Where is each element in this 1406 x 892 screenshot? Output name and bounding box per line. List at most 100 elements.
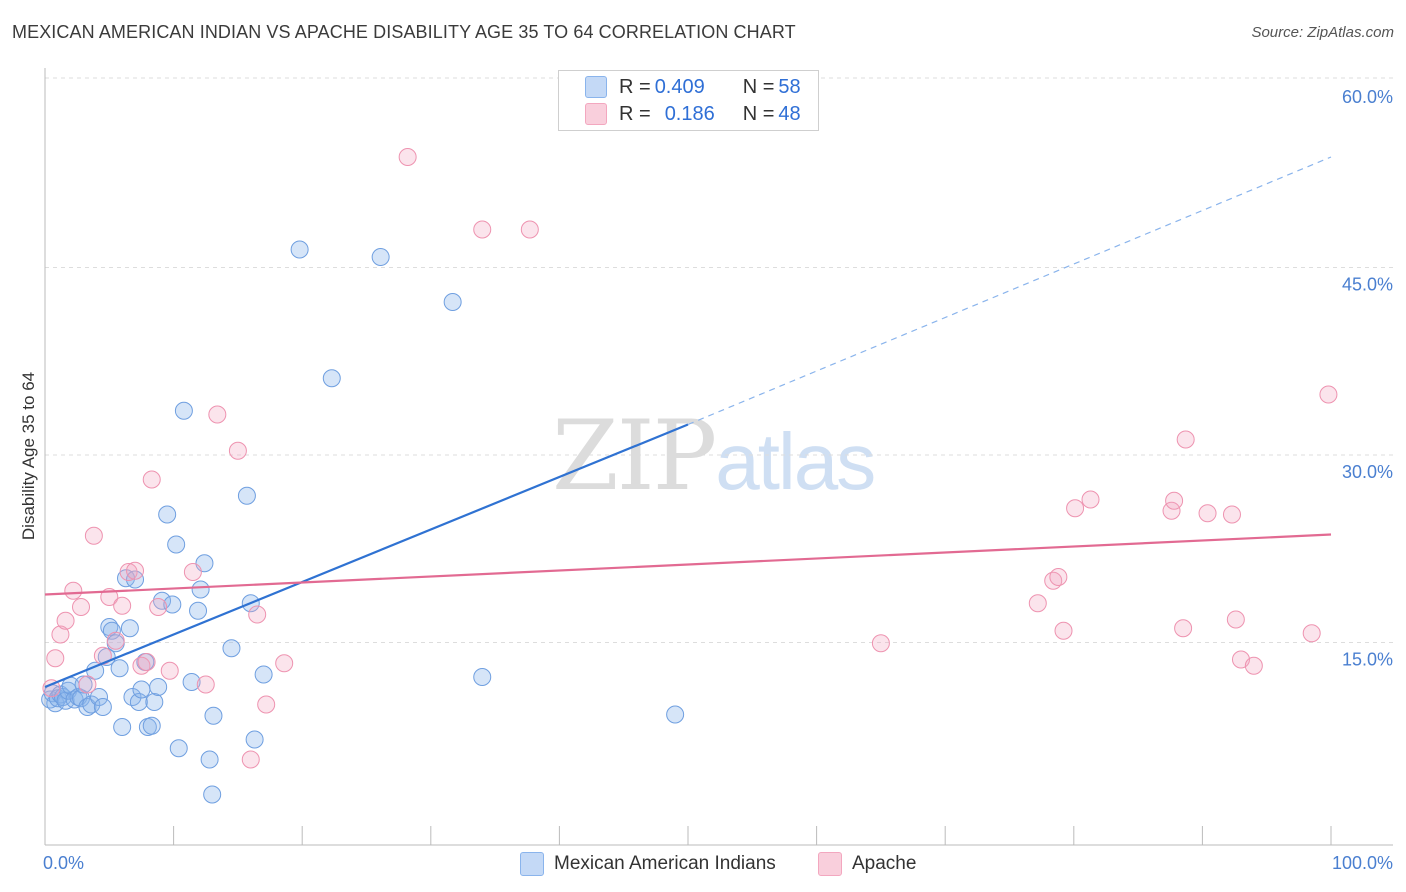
- point-mexican-american-indians: [110, 659, 129, 678]
- point-mexican-american-indians: [371, 248, 390, 266]
- point-apache: [275, 654, 294, 673]
- point-apache: [520, 220, 539, 239]
- point-mexican-american-indians: [203, 785, 222, 804]
- point-apache: [113, 596, 132, 615]
- point-mexican-american-indians: [163, 595, 182, 614]
- legend-r-label: R =: [619, 102, 651, 125]
- point-apache: [208, 405, 227, 424]
- point-mexican-american-indians: [145, 693, 164, 711]
- point-apache: [473, 220, 492, 239]
- point-mexican-american-indians: [149, 678, 168, 696]
- point-apache: [1081, 490, 1100, 509]
- point-apache: [1165, 491, 1184, 510]
- point-apache: [1066, 499, 1085, 518]
- point-mexican-american-indians: [169, 739, 188, 758]
- point-mexican-american-indians: [290, 240, 309, 259]
- legend-r-value: 0.409: [654, 75, 705, 98]
- point-mexican-american-indians: [189, 601, 208, 620]
- trend-line-mexican-american-indians: [44, 423, 689, 689]
- point-mexican-american-indians: [142, 716, 161, 735]
- trend-line-extension-mexican-american-indians: [687, 156, 1332, 426]
- point-apache: [1302, 624, 1321, 643]
- point-mexican-american-indians: [254, 665, 273, 684]
- chart-title: MEXICAN AMERICAN INDIAN VS APACHE DISABI…: [12, 22, 796, 42]
- legend-row-apache: R = 0.186 N = 48: [585, 102, 801, 126]
- point-apache: [106, 631, 125, 650]
- point-mexican-american-indians: [167, 535, 186, 554]
- x-tick-label-max: 100.0%: [1332, 853, 1393, 873]
- watermark: ZIPatlas: [552, 400, 876, 512]
- point-apache: [248, 605, 267, 624]
- point-apache: [1028, 594, 1047, 613]
- legend-n-label: N =: [742, 75, 775, 98]
- trend-line-apache: [44, 533, 1332, 596]
- point-mexican-american-indians: [473, 668, 492, 686]
- source-label: Source: ZipAtlas.com: [1251, 24, 1394, 41]
- point-apache: [241, 750, 260, 769]
- legend-swatch-blue: [520, 852, 544, 876]
- point-apache: [1049, 568, 1068, 586]
- point-apache: [119, 563, 138, 581]
- point-apache: [1176, 430, 1195, 449]
- point-apache: [51, 625, 70, 644]
- point-apache: [196, 675, 215, 694]
- point-mexican-american-indians: [113, 718, 132, 736]
- point-mexican-american-indians: [174, 401, 193, 420]
- y-axis-label: Disability Age 35 to 64: [19, 372, 38, 540]
- point-mexican-american-indians: [132, 680, 151, 699]
- point-apache: [1174, 619, 1193, 638]
- point-apache: [1226, 610, 1245, 629]
- point-apache: [228, 441, 247, 460]
- point-apache: [1198, 504, 1217, 523]
- point-mexican-american-indians: [191, 580, 210, 599]
- point-apache: [1319, 385, 1338, 404]
- point-apache: [257, 695, 276, 714]
- data-points: [41, 148, 1338, 804]
- grid-lines: [45, 77, 1393, 643]
- point-mexican-american-indians: [90, 688, 109, 706]
- point-mexican-american-indians: [120, 619, 139, 638]
- legend-row-mexican-american-indians: R = 0.409 N = 58: [585, 75, 801, 99]
- legend-swatch-pink: [585, 103, 607, 125]
- point-apache: [160, 661, 179, 680]
- legend-swatch-blue: [585, 76, 607, 98]
- point-apache: [126, 561, 145, 580]
- y-tick-label: 45.0%: [1342, 275, 1393, 295]
- point-mexican-american-indians: [182, 673, 201, 691]
- legend-label-mexican-american-indians: Mexican American Indians: [554, 853, 776, 874]
- point-apache: [149, 598, 168, 616]
- axes: [44, 68, 1393, 846]
- point-mexican-american-indians: [200, 750, 219, 769]
- legend-item-mexican-american-indians: Mexican American Indians: [520, 852, 776, 876]
- watermark-zip: ZIP: [552, 400, 717, 512]
- watermark-atlas: atlas: [715, 417, 876, 506]
- trend-lines: [44, 156, 1332, 689]
- legend-item-apache: Apache: [818, 852, 916, 876]
- legend-n-value: 58: [778, 75, 801, 98]
- point-apache: [42, 679, 61, 698]
- legend-r-label: R =: [619, 75, 651, 98]
- point-mexican-american-indians: [222, 639, 241, 658]
- correlation-legend: R = 0.409 N = 58 R = 0.186 N = 48: [558, 70, 819, 131]
- point-mexican-american-indians: [93, 698, 112, 716]
- legend-r-value: 0.186: [664, 102, 715, 125]
- point-mexican-american-indians: [443, 293, 462, 311]
- y-tick-label: 60.0%: [1342, 87, 1393, 107]
- series-legend: Mexican American Indians Apache: [0, 852, 1406, 878]
- point-apache: [46, 649, 65, 668]
- legend-swatch-pink: [818, 852, 842, 876]
- point-apache: [1054, 621, 1073, 640]
- x-tick-label-min: 0.0%: [43, 853, 84, 873]
- legend-label-apache: Apache: [852, 853, 917, 874]
- point-mexican-american-indians: [322, 369, 341, 388]
- point-apache: [142, 470, 161, 489]
- point-apache: [183, 563, 202, 581]
- tick-labels: 15.0% 30.0% 45.0% 60.0% 0.0% 100.0% Disability…: [19, 87, 1393, 873]
- point-apache: [84, 526, 103, 545]
- point-mexican-american-indians: [82, 695, 101, 714]
- point-apache: [871, 634, 890, 653]
- point-mexican-american-indians: [245, 730, 264, 749]
- legend-n-value: 48: [778, 102, 801, 125]
- point-apache: [137, 653, 156, 671]
- point-apache: [56, 611, 75, 630]
